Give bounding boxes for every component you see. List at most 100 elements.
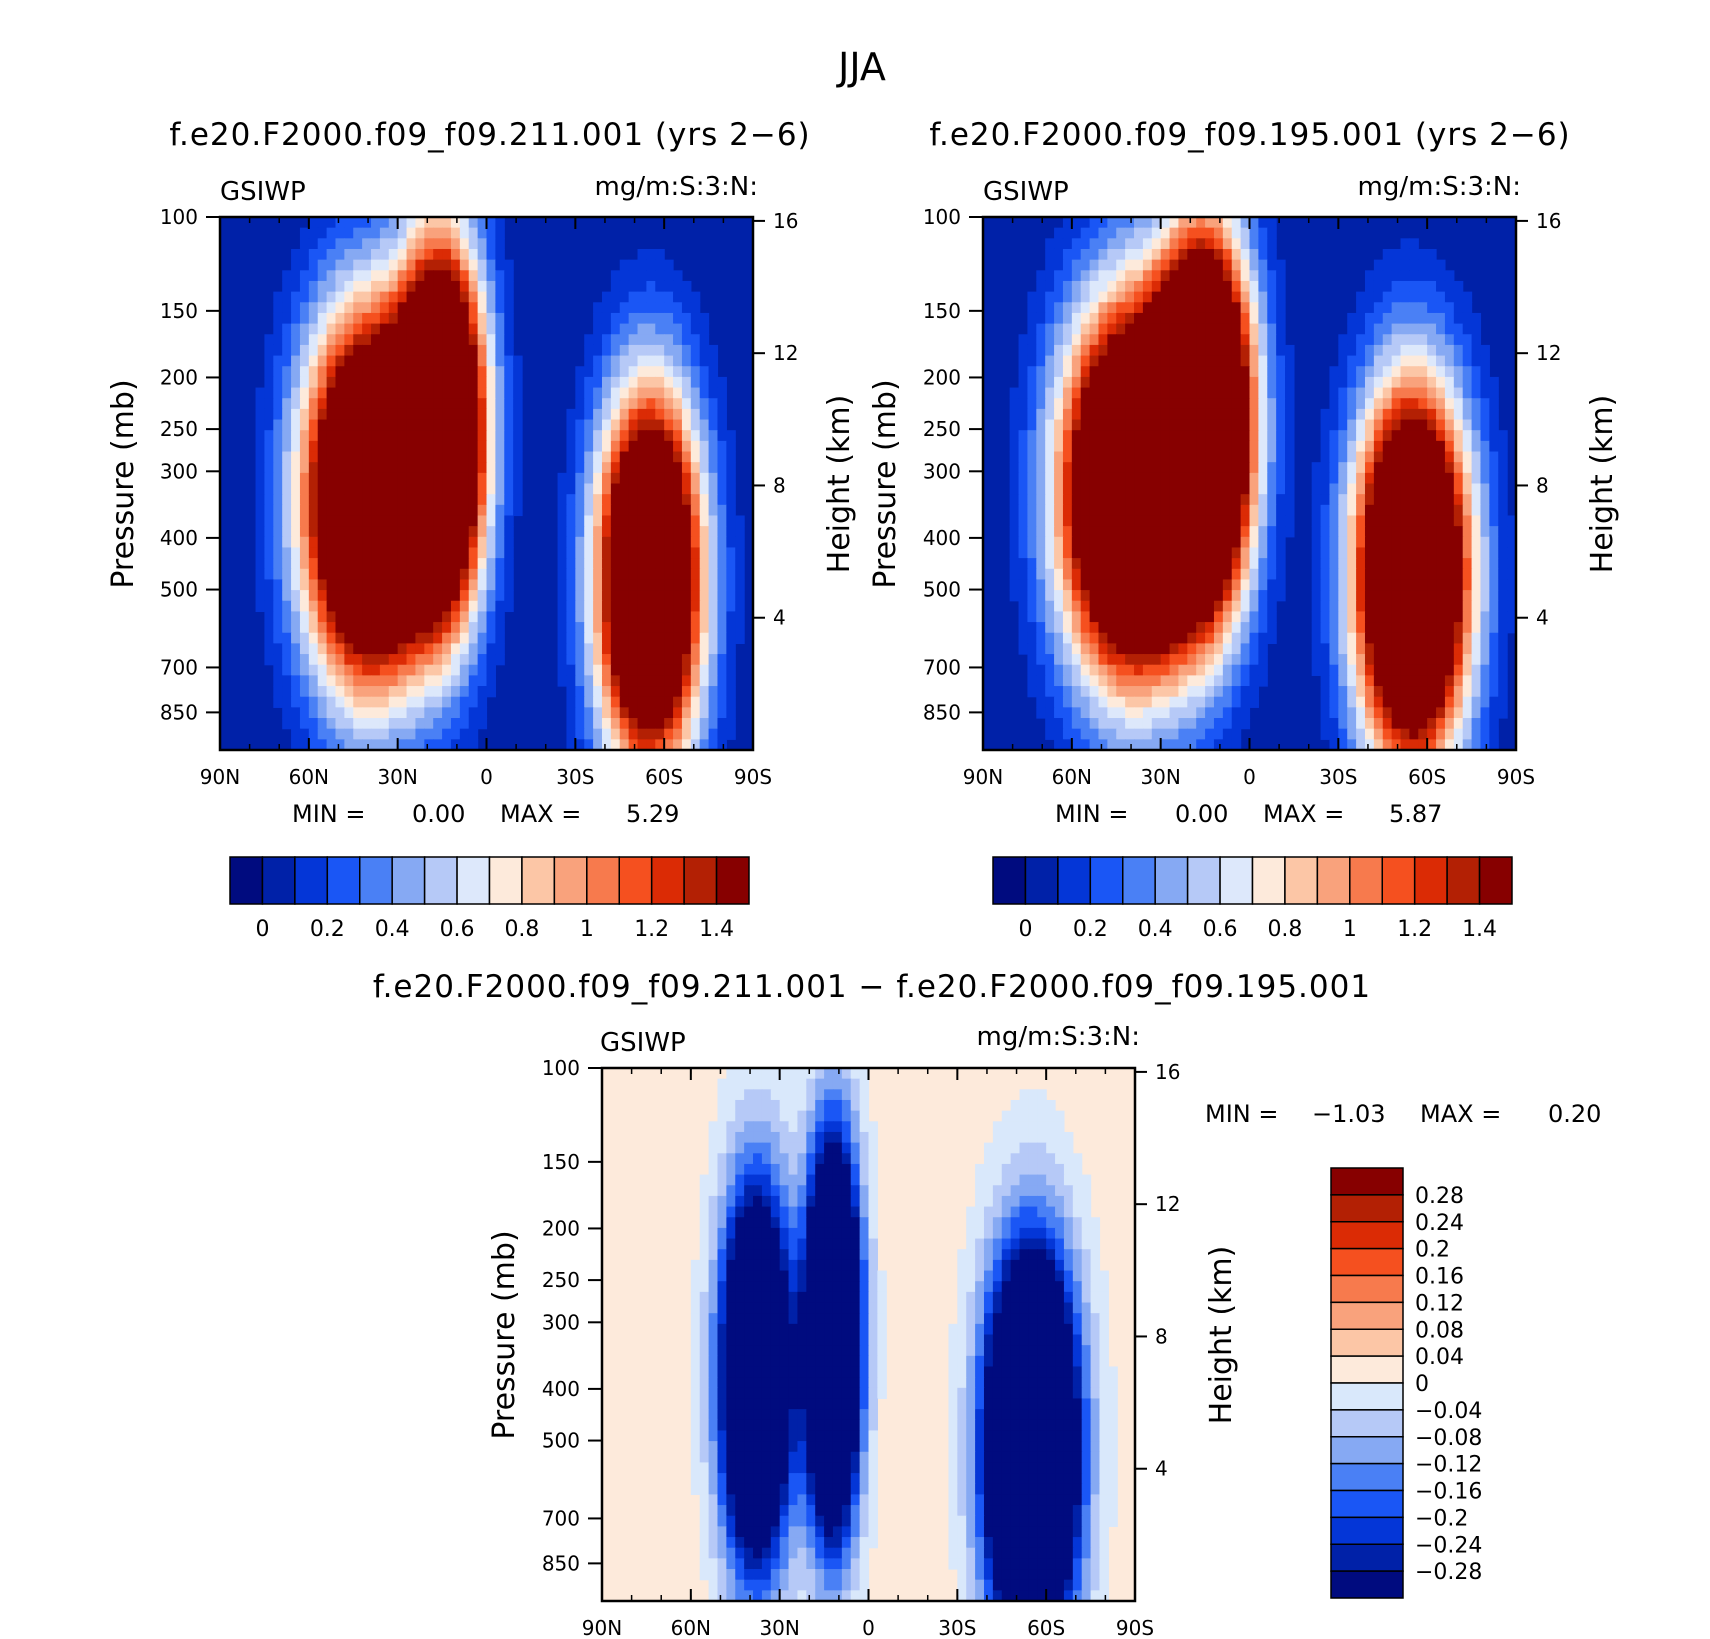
field-cell: [832, 1078, 843, 1090]
field-cell: [1409, 366, 1419, 378]
field-cell: [628, 728, 639, 740]
field-cell: [291, 579, 301, 591]
field-cell: [1311, 558, 1322, 570]
field-cell: [1391, 718, 1402, 730]
field-cell: [601, 568, 612, 581]
field-cell: [1222, 238, 1233, 250]
field-cell: [1107, 419, 1117, 431]
field-cell: [299, 472, 310, 485]
field-cell: [317, 483, 328, 495]
field-cell: [415, 536, 425, 549]
field-cell: [655, 728, 665, 740]
field-cell: [1178, 344, 1188, 357]
field-cell: [1151, 291, 1162, 303]
field-cell: [450, 558, 461, 570]
field-cell: [1205, 408, 1215, 421]
field-cell: [726, 526, 736, 538]
field-cell: [610, 387, 621, 399]
field-cell: [1062, 526, 1073, 538]
field-cell: [1249, 504, 1259, 517]
field-cell: [637, 696, 647, 708]
field-cell: [610, 686, 621, 698]
field-cell: [353, 227, 363, 239]
field-cell: [1231, 217, 1242, 229]
field-cell: [1356, 536, 1366, 549]
field-cell: [726, 515, 736, 527]
field-cell: [708, 536, 719, 549]
field-cell: [371, 280, 381, 293]
field-cell: [601, 664, 612, 676]
field-cell: [1480, 558, 1490, 570]
field-cell: [566, 536, 576, 549]
field-cell: [1062, 515, 1073, 527]
field-cell: [557, 558, 568, 570]
field-cell: [708, 366, 719, 378]
field-cell: [1089, 323, 1100, 335]
field-cell: [1471, 408, 1482, 421]
field-cell: [1196, 280, 1206, 293]
field-cell: [450, 643, 461, 655]
field-cell: [797, 1142, 807, 1154]
field-cell: [1276, 558, 1286, 570]
field-cell: [1391, 419, 1402, 431]
field-cell: [308, 259, 319, 271]
field-cell: [433, 547, 443, 559]
field-cell: [637, 654, 647, 666]
panel-c-plot-area: [602, 1068, 1135, 1601]
field-cell: [735, 1110, 745, 1122]
field-cell: [1436, 526, 1446, 538]
field-cell: [1462, 366, 1473, 378]
field-cell: [450, 419, 461, 431]
field-cell: [371, 536, 381, 549]
field-cell: [1151, 248, 1162, 261]
field-cell: [628, 259, 639, 271]
field-cell: [397, 398, 408, 410]
field-cell: [566, 632, 576, 644]
field-cell: [1045, 323, 1055, 335]
field-cell: [1409, 504, 1419, 517]
field-cell: [664, 515, 674, 527]
field-cell: [584, 707, 594, 719]
field-cell: [1107, 248, 1117, 261]
field-cell: [450, 270, 461, 282]
field-cell: [1311, 515, 1322, 527]
field-cell: [1267, 632, 1277, 644]
field-cell: [1418, 430, 1428, 442]
field-cell: [1222, 291, 1233, 303]
field-cell: [681, 504, 692, 517]
field-cell: [1222, 259, 1233, 271]
panel-c-title: f.e20.F2000.f09_f09.211.001 − f.e20.F200…: [373, 969, 1371, 1005]
field-cell: [1276, 579, 1286, 591]
field-cell: [1045, 632, 1055, 644]
field-cell: [424, 376, 434, 389]
field-cell: [1213, 494, 1224, 506]
field-cell: [593, 718, 603, 730]
field-cell: [1018, 611, 1029, 623]
field-cell: [415, 291, 425, 303]
field-cell: [841, 1089, 852, 1101]
field-cell: [637, 280, 647, 293]
field-cell: [450, 238, 461, 250]
field-cell: [1196, 739, 1206, 750]
field-cell: [1356, 728, 1366, 740]
field-cell: [761, 1110, 772, 1122]
field-cell: [797, 1131, 807, 1144]
field-cell: [459, 291, 470, 303]
field-cell: [486, 270, 496, 282]
field-cell: [1054, 664, 1064, 676]
field-cell: [708, 483, 719, 495]
field-cell: [1480, 579, 1490, 591]
field-cell: [646, 270, 656, 282]
field-cell: [353, 366, 363, 378]
field-cell: [424, 248, 434, 261]
field-cell: [664, 654, 674, 666]
field-cell: [1338, 590, 1348, 602]
field-cell: [1080, 728, 1091, 740]
field-cell: [690, 291, 701, 303]
field-cell: [1205, 707, 1215, 719]
field-cell: [468, 408, 479, 421]
field-cell: [1409, 259, 1419, 271]
field-cell: [1267, 408, 1277, 421]
field-cell: [1462, 312, 1473, 325]
field-cell: [1231, 494, 1242, 506]
